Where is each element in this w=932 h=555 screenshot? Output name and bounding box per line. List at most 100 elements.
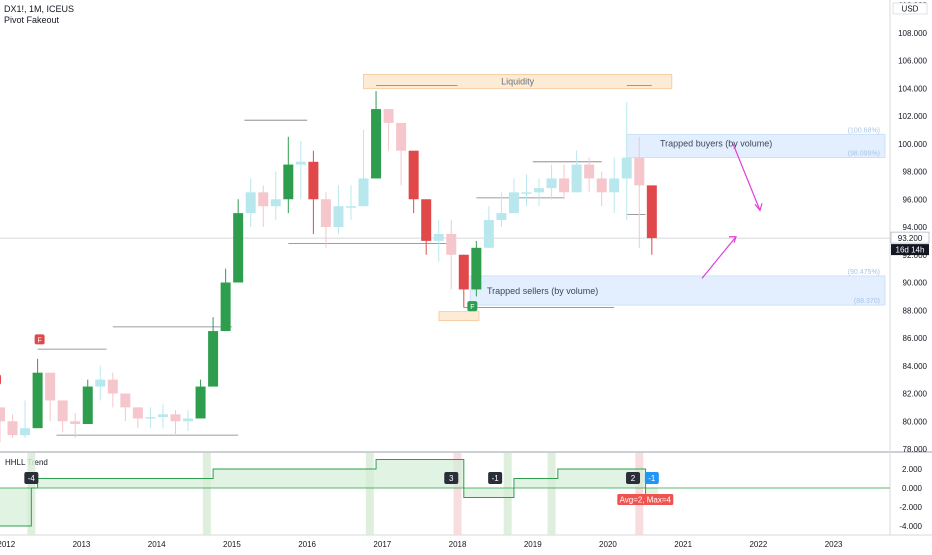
candle-body (333, 206, 344, 227)
arrow-down-head (754, 203, 763, 212)
price-tick-label: 84.000 (903, 362, 928, 371)
candle-body (283, 164, 294, 200)
candle-body (534, 188, 545, 193)
price-tick-label: 98.000 (903, 168, 928, 177)
candle-body (320, 199, 331, 227)
candle-body (95, 379, 106, 387)
price-tick-label: 96.000 (903, 195, 928, 204)
stat-label: Avg=2, Max=4 (620, 496, 672, 505)
price-tick-label: 102.000 (898, 112, 927, 121)
time-tick-label: 2015 (223, 540, 241, 549)
time-tick-label: 2020 (599, 540, 617, 549)
candle-body (408, 150, 419, 200)
price-tick-label: 92.000 (903, 251, 928, 260)
candle-body (220, 282, 231, 332)
trend-band (547, 453, 556, 535)
candle-body (20, 428, 31, 436)
fakeout-flag (0, 374, 1, 385)
candle-body (132, 407, 143, 419)
currency-box (892, 2, 928, 15)
stat-badge (617, 494, 674, 505)
candle-body (508, 192, 519, 214)
fib-100-label: (100.68%) (848, 127, 880, 134)
candle-body (345, 206, 356, 208)
candle-body (621, 157, 632, 179)
trend-line (0, 459, 659, 527)
symbol-title: DX1!, 1M, ICEUS (4, 4, 75, 14)
trapped-sellers-label: Trapped sellers (by volume) (487, 286, 598, 296)
indicator-tick-label: -4.000 (899, 522, 922, 531)
candle-body (396, 122, 407, 151)
candle-body (521, 192, 532, 194)
trend-count-badge (444, 472, 459, 484)
price-tick-label: 100.000 (898, 140, 927, 149)
trend-count-badge (24, 472, 39, 484)
candle-body (571, 164, 582, 193)
indicator-tick-label: 2.000 (902, 465, 923, 474)
time-tick-label: 2018 (449, 540, 467, 549)
candle-body (609, 178, 620, 193)
candle-body (471, 247, 482, 290)
candle-body (70, 421, 81, 425)
trend-count-label: 3 (449, 474, 454, 483)
candle-body (145, 417, 156, 419)
price-tick-label: 104.000 (898, 84, 927, 93)
indicator-title: HHLL Trend (5, 458, 48, 467)
candle-body (446, 233, 457, 255)
trend-count-label: -1 (492, 474, 500, 483)
currency-label: USD (902, 5, 919, 14)
indicator-title: Pivot Fakeout (4, 15, 60, 25)
trend-count-badge (644, 472, 659, 484)
countdown-value: 16d 14h (896, 246, 925, 255)
candle-body (233, 213, 244, 283)
candle-body (57, 400, 68, 422)
candle-body (7, 421, 18, 436)
candle-body (458, 254, 469, 290)
time-tick-label: 2017 (373, 540, 391, 549)
fakeout-flag-label: F (470, 304, 474, 311)
candle-body (120, 393, 131, 408)
candle-body (596, 178, 607, 193)
trend-count-label: -1 (648, 474, 656, 483)
trapped-buyers-label: Trapped buyers (by volume) (660, 139, 772, 149)
candle-body (433, 233, 444, 241)
trend-band (453, 453, 462, 535)
price-tick-label: 80.000 (903, 417, 928, 426)
price-tick-label: 82.000 (903, 390, 928, 399)
main-pane (0, 0, 890, 452)
trend-band (365, 453, 374, 535)
candle-body (559, 178, 570, 193)
candle-body (646, 185, 657, 239)
price-tick-label: 90.000 (903, 279, 928, 288)
candle-body (45, 372, 56, 401)
trend-count-badge (488, 472, 503, 484)
price-tag-value: 93.200 (898, 234, 923, 243)
time-tick-label: 2013 (73, 540, 91, 549)
price-tick-label: 88.000 (903, 306, 928, 315)
time-tick-label: 2021 (674, 540, 692, 549)
fakeout-flag (34, 334, 45, 345)
indicator-tick-label: 0.000 (902, 484, 923, 493)
candle-body (157, 414, 168, 418)
candle-body (82, 386, 93, 425)
candle-body (371, 109, 382, 179)
arrow-up (701, 236, 737, 279)
candle-body (208, 331, 219, 387)
price-tick-label: 94.000 (903, 223, 928, 232)
indicator-tick-label: -2.000 (899, 503, 922, 512)
candle-body (107, 379, 118, 394)
trend-count-label: -4 (28, 474, 36, 483)
trapped-sellers-zone (469, 275, 886, 306)
candle-body (0, 407, 5, 422)
fakeout-flag (467, 301, 478, 312)
candle-body (308, 161, 319, 200)
candle-body (383, 109, 394, 123)
fakeout-flag-label: F (37, 337, 41, 344)
fib-88-label: (88.370) (854, 298, 880, 305)
candle-body (245, 192, 256, 214)
liquidity-zone-low (438, 311, 480, 322)
time-tick-label: 2022 (749, 540, 767, 549)
arrow-up-head (729, 236, 737, 243)
